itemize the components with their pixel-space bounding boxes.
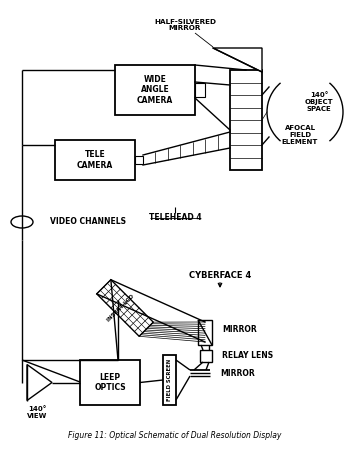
Text: Figure 11: Optical Schematic of Dual Resolution Display: Figure 11: Optical Schematic of Dual Res… — [68, 431, 282, 440]
Text: FIELD SCREEN: FIELD SCREEN — [167, 359, 172, 401]
Bar — [230, 70, 262, 170]
Text: TELE
CAMERA: TELE CAMERA — [77, 150, 113, 170]
Text: LEEP
OPTICS: LEEP OPTICS — [94, 373, 126, 392]
Bar — [80, 360, 140, 405]
Text: INSERT LCD: INSERT LCD — [106, 293, 135, 323]
Ellipse shape — [11, 216, 33, 228]
Text: 140°
VIEW: 140° VIEW — [27, 406, 47, 419]
Bar — [198, 320, 212, 345]
Text: VIDEO CHANNELS: VIDEO CHANNELS — [50, 217, 126, 226]
Polygon shape — [97, 280, 153, 336]
Text: MIRROR: MIRROR — [220, 369, 255, 378]
Bar — [55, 140, 135, 180]
Bar — [200, 350, 212, 362]
Text: RELAY LENS: RELAY LENS — [222, 351, 273, 360]
Text: WIDE
ANGLE
CAMERA: WIDE ANGLE CAMERA — [137, 75, 173, 105]
Polygon shape — [213, 48, 262, 72]
Text: TELEHEAD 4: TELEHEAD 4 — [149, 212, 201, 221]
Text: HALF-SILVERED
MIRROR: HALF-SILVERED MIRROR — [154, 18, 216, 32]
Text: 140°
OBJECT
SPACE: 140° OBJECT SPACE — [305, 92, 333, 112]
Text: CYBERFACE 4: CYBERFACE 4 — [189, 270, 251, 279]
Text: AFOCAL
FIELD
ELEMENT: AFOCAL FIELD ELEMENT — [282, 125, 318, 145]
Text: MIRROR: MIRROR — [222, 325, 257, 334]
Bar — [115, 65, 195, 115]
Polygon shape — [27, 364, 52, 400]
Bar — [195, 83, 205, 97]
Bar — [163, 355, 176, 405]
Bar — [135, 156, 143, 164]
